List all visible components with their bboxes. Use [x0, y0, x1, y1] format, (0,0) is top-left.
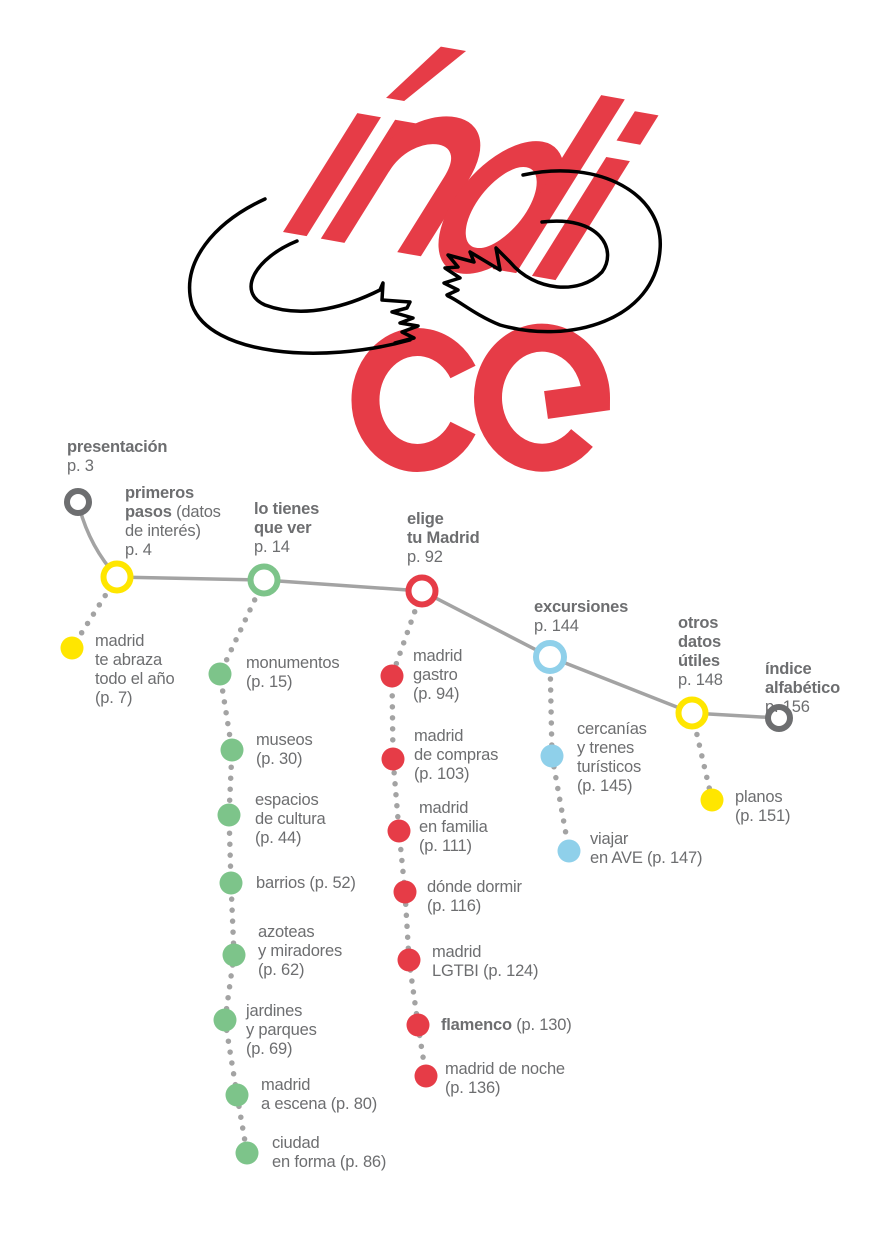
section-title: primeros pasos	[125, 484, 195, 521]
stop-dot[interactable]	[557, 839, 581, 863]
subsection-text: barrios (p. 52)	[256, 874, 356, 892]
stop-dot[interactable]	[235, 1141, 259, 1165]
main-route-line	[76, 501, 780, 720]
stop-dot[interactable]	[208, 662, 232, 686]
section-page: p. 14	[254, 538, 290, 556]
station-ring-6[interactable]	[765, 704, 793, 732]
subsection-text: madrid a escena (p. 80)	[261, 1076, 378, 1113]
branch-dotted-line	[217, 577, 267, 1156]
section-title: presentación	[67, 438, 168, 456]
subsection-text: madrid LGTBI (p. 124)	[432, 943, 539, 980]
station-ring-0[interactable]	[64, 488, 92, 516]
subsection-label[interactable]: barrios (p. 52)	[256, 874, 356, 893]
section-page: p. 144	[534, 617, 579, 635]
stop-dot[interactable]	[380, 664, 404, 688]
station-ring-5[interactable]	[675, 696, 709, 730]
subsection-text: madrid de noche (p. 136)	[445, 1060, 565, 1097]
section-label[interactable]: presentación p. 3	[67, 438, 168, 476]
section-title: otros datos útiles	[678, 614, 722, 670]
subsection-text: monumentos (p. 15)	[246, 654, 340, 691]
section-label[interactable]: otros datos útiles p. 148	[678, 614, 723, 690]
subsection-label[interactable]: jardines y parques (p. 69)	[246, 1002, 317, 1059]
subsection-label[interactable]: ciudad en forma (p. 86)	[272, 1134, 386, 1172]
stop-dot[interactable]	[213, 1008, 237, 1032]
subsection-label[interactable]: madrid de compras (p. 103)	[414, 727, 498, 784]
subsection-text: madrid de compras (p. 103)	[414, 727, 499, 783]
section-page: p. 4	[125, 541, 152, 559]
subsection-text: dónde dormir (p. 116)	[427, 878, 522, 915]
subsection-text: ciudad en forma (p. 86)	[272, 1134, 387, 1171]
station-ring-3[interactable]	[405, 574, 439, 608]
section-label[interactable]: excursiones p. 144	[534, 598, 628, 636]
subsection-label[interactable]: azoteas y miradores (p. 62)	[258, 923, 342, 980]
subsection-label[interactable]: espacios de cultura (p. 44)	[255, 791, 326, 848]
subsection-label[interactable]: madrid a escena (p. 80)	[261, 1076, 377, 1114]
subsection-text: jardines y parques (p. 69)	[246, 1002, 317, 1058]
section-label[interactable]: lo tienes que ver p. 14	[254, 500, 319, 557]
subsection-label[interactable]: viajar en AVE (p. 147)	[590, 830, 702, 868]
section-page: p. 156	[765, 698, 810, 716]
subsection-label[interactable]: monumentos (p. 15)	[246, 654, 340, 692]
subsection-text: viajar en AVE (p. 147)	[590, 830, 703, 867]
stop-dot[interactable]	[700, 788, 724, 812]
title-lettering-indi	[283, 46, 659, 281]
subsection-text: cercanías y trenes turísticos (p. 145)	[577, 720, 647, 795]
subsection-text: espacios de cultura (p. 44)	[255, 791, 326, 847]
section-page: p. 3	[67, 457, 94, 475]
subsection-label[interactable]: madrid en familia (p. 111)	[419, 799, 488, 856]
section-title: excursiones	[534, 598, 629, 616]
title-logo	[187, 46, 662, 472]
subsection-label[interactable]: madrid LGTBI (p. 124)	[432, 943, 539, 981]
subsection-label[interactable]: planos (p. 151)	[735, 788, 790, 826]
stop-dot[interactable]	[414, 1064, 438, 1088]
subsection-bold: flamenco	[441, 1016, 512, 1034]
subsection-text: planos (p. 151)	[735, 788, 791, 825]
stop-dot[interactable]	[406, 1013, 430, 1037]
subsection-label[interactable]: madrid de noche (p. 136)	[445, 1060, 565, 1098]
subsection-label[interactable]: dónde dormir (p. 116)	[427, 878, 522, 916]
stop-dot[interactable]	[220, 738, 244, 762]
section-label[interactable]: elige tu Madrid p. 92	[407, 510, 480, 567]
section-label[interactable]: índice alfabético p. 156	[765, 660, 840, 717]
branch-dotted-line	[69, 574, 120, 651]
section-subtitle: (datos de interés)	[125, 503, 221, 540]
section-label[interactable]: primeros pasos (datos de interés) p. 4	[125, 484, 221, 560]
section-page: p. 148	[678, 671, 723, 689]
station-ring-1[interactable]	[100, 560, 134, 594]
subsection-label[interactable]: madrid gastro (p. 94)	[413, 647, 462, 704]
subsection-text: museos (p. 30)	[256, 731, 313, 768]
branch-dotted-line	[689, 710, 715, 803]
subsection-label[interactable]: flamenco (p. 130)	[441, 1016, 572, 1035]
stop-dot[interactable]	[381, 747, 405, 771]
subsection-text: (p. 130)	[511, 1016, 572, 1034]
section-title: índice alfabético	[765, 660, 841, 697]
stop-dot[interactable]	[540, 744, 564, 768]
subsection-label[interactable]: cercanías y trenes turísticos (p. 145)	[577, 720, 647, 796]
station-ring-2[interactable]	[247, 563, 281, 597]
title-lettering-ce	[351, 323, 611, 472]
stop-dot[interactable]	[225, 1083, 249, 1107]
route-stations	[60, 488, 793, 1165]
stop-dot[interactable]	[60, 636, 84, 660]
stop-dot[interactable]	[397, 948, 421, 972]
stop-dot[interactable]	[393, 880, 417, 904]
stop-dot[interactable]	[387, 819, 411, 843]
stop-dot[interactable]	[217, 803, 241, 827]
section-title: elige tu Madrid	[407, 510, 480, 547]
station-ring-4[interactable]	[533, 640, 567, 674]
hugging-arms-icon	[187, 169, 662, 355]
subsection-label[interactable]: museos (p. 30)	[256, 731, 313, 769]
stop-dot[interactable]	[219, 871, 243, 895]
stop-dot[interactable]	[222, 943, 246, 967]
subsection-text: madrid en familia (p. 111)	[419, 799, 488, 855]
subsection-label[interactable]: madrid te abraza todo el año (p. 7)	[95, 632, 175, 708]
subsection-text: madrid gastro (p. 94)	[413, 647, 463, 703]
subsection-text: madrid te abraza todo el año (p. 7)	[95, 632, 175, 707]
section-title: lo tienes que ver	[254, 500, 320, 537]
subsection-text: azoteas y miradores (p. 62)	[258, 923, 342, 979]
section-page: p. 92	[407, 548, 443, 566]
